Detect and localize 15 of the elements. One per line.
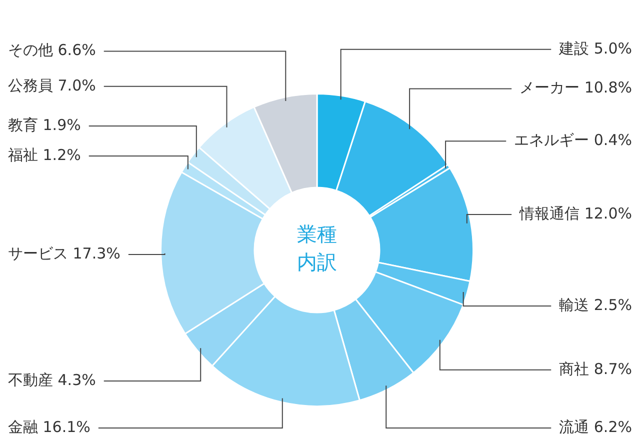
slice-label: 福祉 1.2% <box>8 146 81 164</box>
text: 業種内訳 <box>297 222 337 274</box>
slice-label: 商社 8.7% <box>559 360 632 378</box>
slice-label: 不動産 4.3% <box>8 370 96 389</box>
slice-label: 教育 1.9% <box>8 116 81 134</box>
slice-label: 公務員 7.0% <box>8 76 96 94</box>
slice-label: 情報通信 12.0% <box>518 204 632 222</box>
slice-label: メーカー 10.8% <box>520 78 632 97</box>
slice-label: 建設 5.0% <box>558 39 632 58</box>
slice-label: エネルギー 0.4% <box>514 131 632 150</box>
slice-label: 流通 6.2% <box>559 418 632 436</box>
slice-label: 輸送 2.5% <box>559 296 632 314</box>
slice-label: その他 6.6% <box>8 41 96 60</box>
slice-label: 金融 16.1% <box>8 418 90 436</box>
slice-label: サービス 17.3% <box>8 244 120 262</box>
